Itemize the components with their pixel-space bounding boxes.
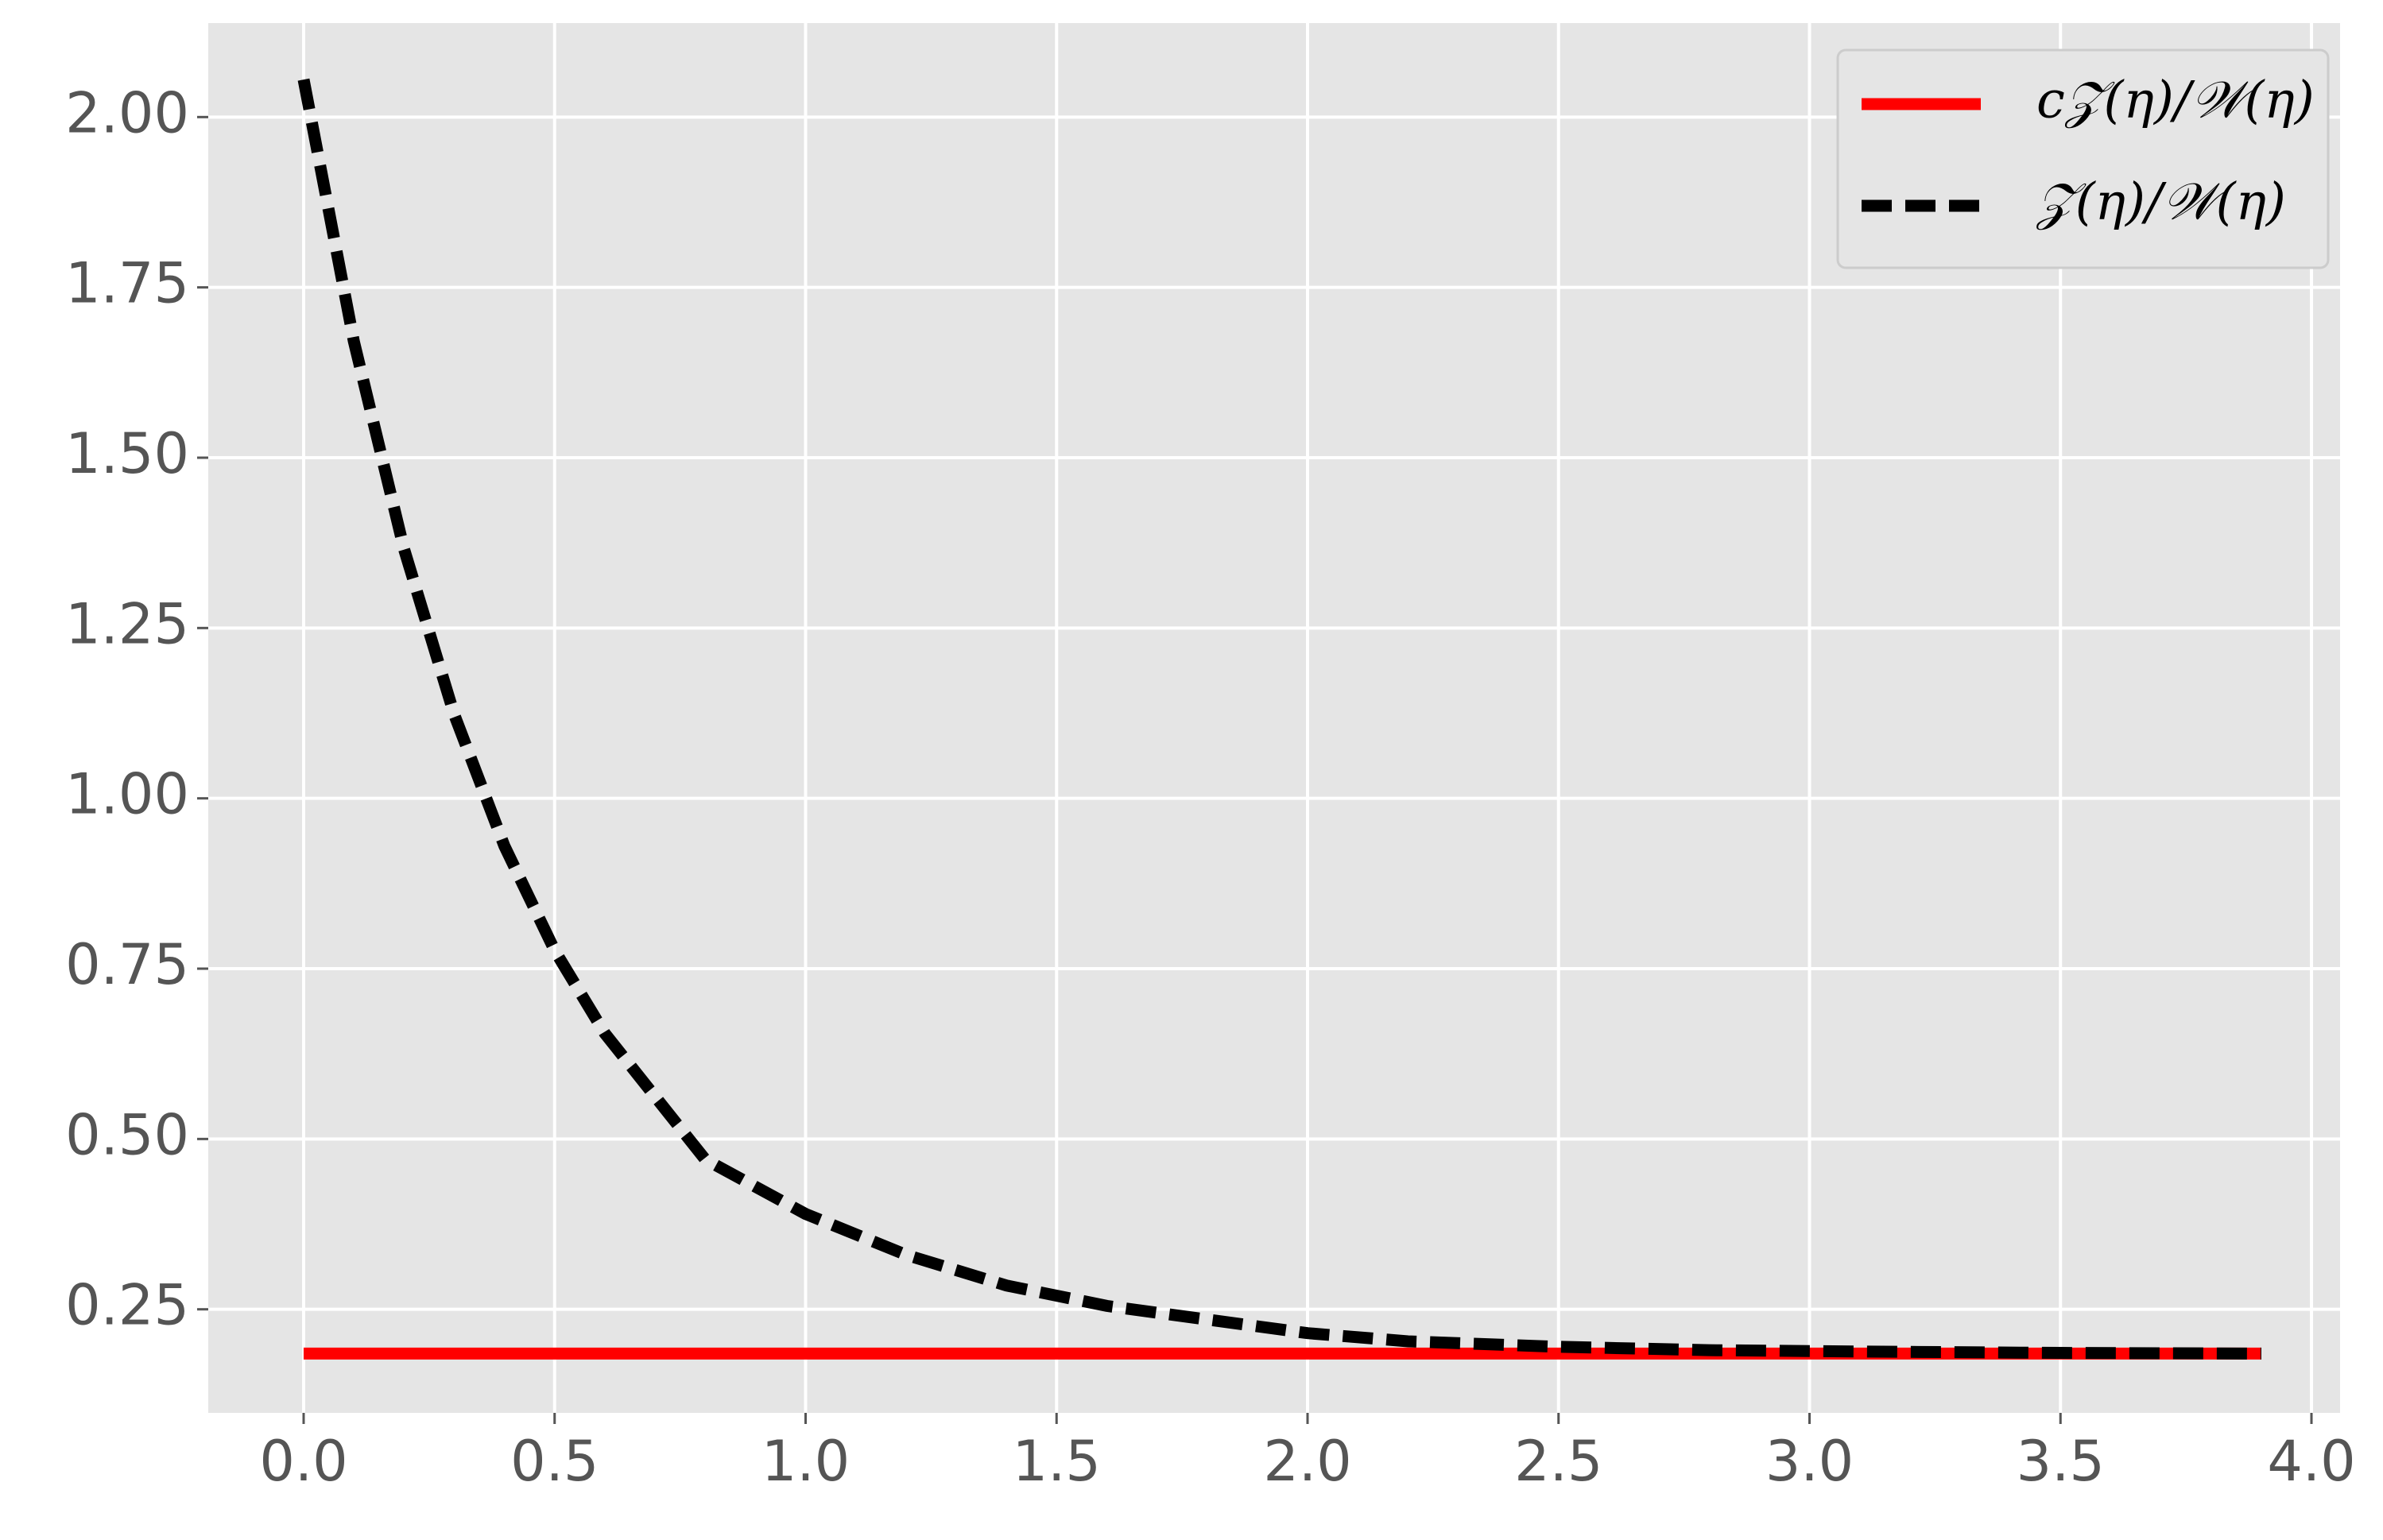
y-tick-label: 0.25 — [65, 1273, 189, 1338]
x-tick-label: 2.5 — [1514, 1429, 1602, 1494]
y-tick-label: 0.50 — [65, 1102, 189, 1167]
x-tick-label: 3.5 — [2017, 1429, 2105, 1494]
series-line — [297, 78, 2261, 1360]
x-tick-label: 2.0 — [1263, 1429, 1351, 1494]
y-tick-label: 0.75 — [65, 932, 189, 997]
y-tick-label: 1.75 — [65, 251, 189, 316]
x-tick-label: 3.0 — [1765, 1429, 1854, 1494]
x-tick-label: 0.0 — [259, 1429, 347, 1494]
legend-label: c𝒵(η)/𝒲(η) — [2036, 72, 2315, 130]
legend-label: 𝒵(η)/𝒲(η) — [2035, 173, 2286, 232]
x-tick-label: 1.5 — [1013, 1429, 1101, 1494]
x-tick-label: 1.0 — [761, 1429, 850, 1494]
y-tick-label: 1.25 — [65, 591, 189, 656]
y-tick-label: 1.00 — [65, 762, 189, 827]
y-tick-label: 2.00 — [65, 80, 189, 145]
y-tick-label: 1.50 — [65, 421, 189, 486]
x-tick-label: 4.0 — [2267, 1429, 2355, 1494]
x-tick-label: 0.5 — [510, 1429, 599, 1494]
